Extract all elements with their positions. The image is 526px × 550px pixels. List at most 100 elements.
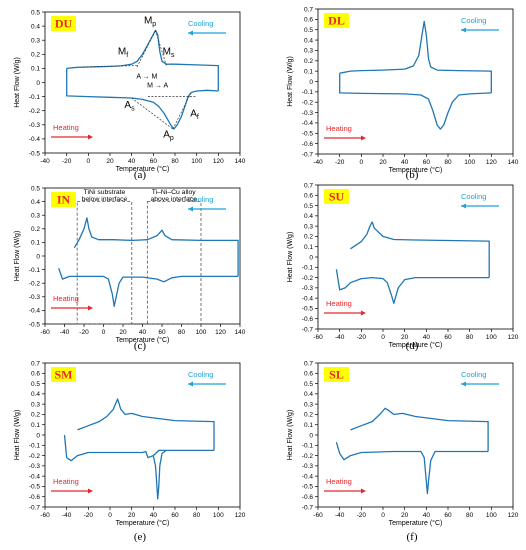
y-tick-label: 0.3 bbox=[304, 223, 313, 230]
x-tick-label: 60 bbox=[158, 329, 166, 336]
y-axis-label: Heat Flow (W/g) bbox=[287, 232, 294, 283]
y-tick-label: -0.5 bbox=[29, 150, 41, 157]
heat-flow-curve-1 bbox=[73, 217, 239, 277]
y-tick-label: 0 bbox=[36, 432, 40, 439]
y-tick-label: 0.1 bbox=[304, 422, 313, 429]
heat-flow-curve-1 bbox=[66, 29, 219, 91]
annotation-2: Mf bbox=[118, 46, 128, 59]
cooling-label: Cooling bbox=[188, 370, 213, 379]
y-tick-label: -0.3 bbox=[302, 110, 314, 117]
y-tick-label: -0.3 bbox=[302, 463, 314, 470]
chart-d: -60 -40 -20 0 20 40 60 80 100 120 -0.7 -0.6 -0.5 -0.4… bbox=[287, 182, 519, 352]
heat-flow-curve-2 bbox=[339, 73, 492, 130]
cooling-label: Cooling bbox=[461, 192, 486, 201]
y-tick-label: 0.2 bbox=[31, 226, 40, 233]
cooling-arrow-head bbox=[461, 381, 466, 387]
x-tick-label: 0 bbox=[381, 334, 385, 341]
x-tick-label: 100 bbox=[486, 512, 497, 519]
x-tick-label: 120 bbox=[213, 158, 224, 165]
x-tick-label: 20 bbox=[379, 159, 387, 166]
x-tick-label: 40 bbox=[128, 158, 136, 165]
y-tick-label: 0.4 bbox=[304, 37, 313, 44]
sample-badge-bg bbox=[324, 189, 349, 204]
x-tick-label: 80 bbox=[178, 329, 186, 336]
y-tick-label: -0.4 bbox=[29, 473, 41, 480]
y-tick-label: -0.2 bbox=[29, 108, 41, 115]
sample-badge: DU bbox=[55, 17, 73, 31]
x-axis-label: Temperature (°C) bbox=[116, 165, 170, 173]
y-tick-label: 0.3 bbox=[31, 213, 40, 220]
heating-arrow-head bbox=[88, 305, 93, 311]
chart-f: -60 -40 -20 0 20 40 60 80 100 120 -0.7 -0.6 -0.5 -0.4… bbox=[287, 360, 519, 543]
x-tick-label: 80 bbox=[193, 512, 201, 519]
y-tick-label: 0.4 bbox=[31, 23, 40, 30]
x-tick-label: -20 bbox=[62, 158, 72, 165]
x-tick-label: 100 bbox=[486, 334, 497, 341]
heating-arrow-head bbox=[361, 310, 366, 316]
tangent-line bbox=[131, 97, 174, 130]
x-tick-label: -60 bbox=[40, 329, 50, 336]
x-axis-label: Temperature (°C) bbox=[389, 166, 443, 174]
y-tick-label: -0.2 bbox=[29, 281, 41, 288]
heating-label: Heating bbox=[326, 124, 352, 133]
tangent-line bbox=[155, 30, 167, 66]
y-tick-label: 0 bbox=[36, 253, 40, 260]
y-axis-label: Heat Flow (W/g) bbox=[287, 56, 294, 107]
y-tick-label: -0.7 bbox=[302, 504, 314, 511]
y-tick-label: 0.4 bbox=[304, 391, 313, 398]
y-tick-label: -0.1 bbox=[302, 89, 314, 96]
x-tick-label: 60 bbox=[423, 159, 431, 166]
y-axis-label: Heat Flow (W/g) bbox=[14, 410, 21, 461]
x-tick-label: 0 bbox=[381, 512, 385, 519]
x-tick-label: -60 bbox=[313, 512, 323, 519]
x-axis-label: Temperature (°C) bbox=[116, 519, 170, 527]
y-tick-label: 0.1 bbox=[304, 68, 313, 75]
y-tick-label: 0.1 bbox=[31, 66, 40, 73]
y-tick-label: -0.1 bbox=[302, 443, 314, 450]
cooling-label: Cooling bbox=[461, 16, 486, 25]
y-tick-label: 0.2 bbox=[31, 412, 40, 419]
panel-caption: (a) bbox=[134, 169, 147, 181]
x-tick-label: 140 bbox=[235, 329, 246, 336]
y-tick-label: 0.1 bbox=[31, 240, 40, 247]
y-tick-label: -0.6 bbox=[29, 494, 41, 501]
annotation-5: Af bbox=[190, 108, 199, 121]
cooling-arrow-head bbox=[461, 27, 466, 33]
cooling-arrow-head bbox=[188, 30, 193, 36]
x-tick-label: 120 bbox=[508, 334, 519, 341]
annotation-8: M → A bbox=[147, 82, 168, 89]
y-tick-label: 0.1 bbox=[31, 422, 40, 429]
x-tick-label: -20 bbox=[79, 329, 89, 336]
chart-b: -40 -20 0 20 40 60 80 100 120 140 -0.7 -0.6 -0.5 -0.4… bbox=[287, 6, 519, 181]
y-tick-label: 0.3 bbox=[304, 48, 313, 55]
cooling-arrow-head bbox=[461, 203, 466, 209]
y-tick-label: 0.4 bbox=[304, 213, 313, 220]
y-tick-label: 0 bbox=[36, 80, 40, 87]
y-tick-label: -0.6 bbox=[302, 141, 314, 148]
x-tick-label: 100 bbox=[464, 159, 475, 166]
y-axis-label: Heat Flow (W/g) bbox=[14, 231, 21, 282]
x-tick-label: 20 bbox=[106, 158, 114, 165]
x-tick-label: 60 bbox=[171, 512, 179, 519]
sample-badge-bg bbox=[324, 13, 349, 28]
x-tick-label: -60 bbox=[313, 334, 323, 341]
sample-badge: SL bbox=[329, 368, 344, 382]
sample-badge: SU bbox=[329, 190, 345, 204]
y-tick-label: -0.6 bbox=[302, 494, 314, 501]
heat-flow-curve-3 bbox=[152, 449, 167, 500]
heating-label: Heating bbox=[53, 294, 79, 303]
region-box-2 bbox=[146, 201, 202, 325]
y-tick-label: 0.2 bbox=[304, 412, 313, 419]
x-tick-label: 0 bbox=[87, 158, 91, 165]
annotation-1: Mp bbox=[144, 15, 156, 28]
sample-badge-bg bbox=[51, 367, 76, 382]
y-tick-label: 0.6 bbox=[304, 193, 313, 200]
x-axis-label: Temperature (°C) bbox=[389, 519, 443, 527]
y-tick-label: 0.7 bbox=[304, 182, 313, 189]
x-tick-label: 40 bbox=[401, 159, 409, 166]
x-tick-label: 20 bbox=[119, 329, 127, 336]
y-tick-label: -0.3 bbox=[29, 294, 41, 301]
heat-flow-curve-2 bbox=[335, 442, 489, 495]
heat-flow-curve-2 bbox=[63, 434, 214, 462]
y-tick-label: -0.5 bbox=[302, 306, 314, 313]
